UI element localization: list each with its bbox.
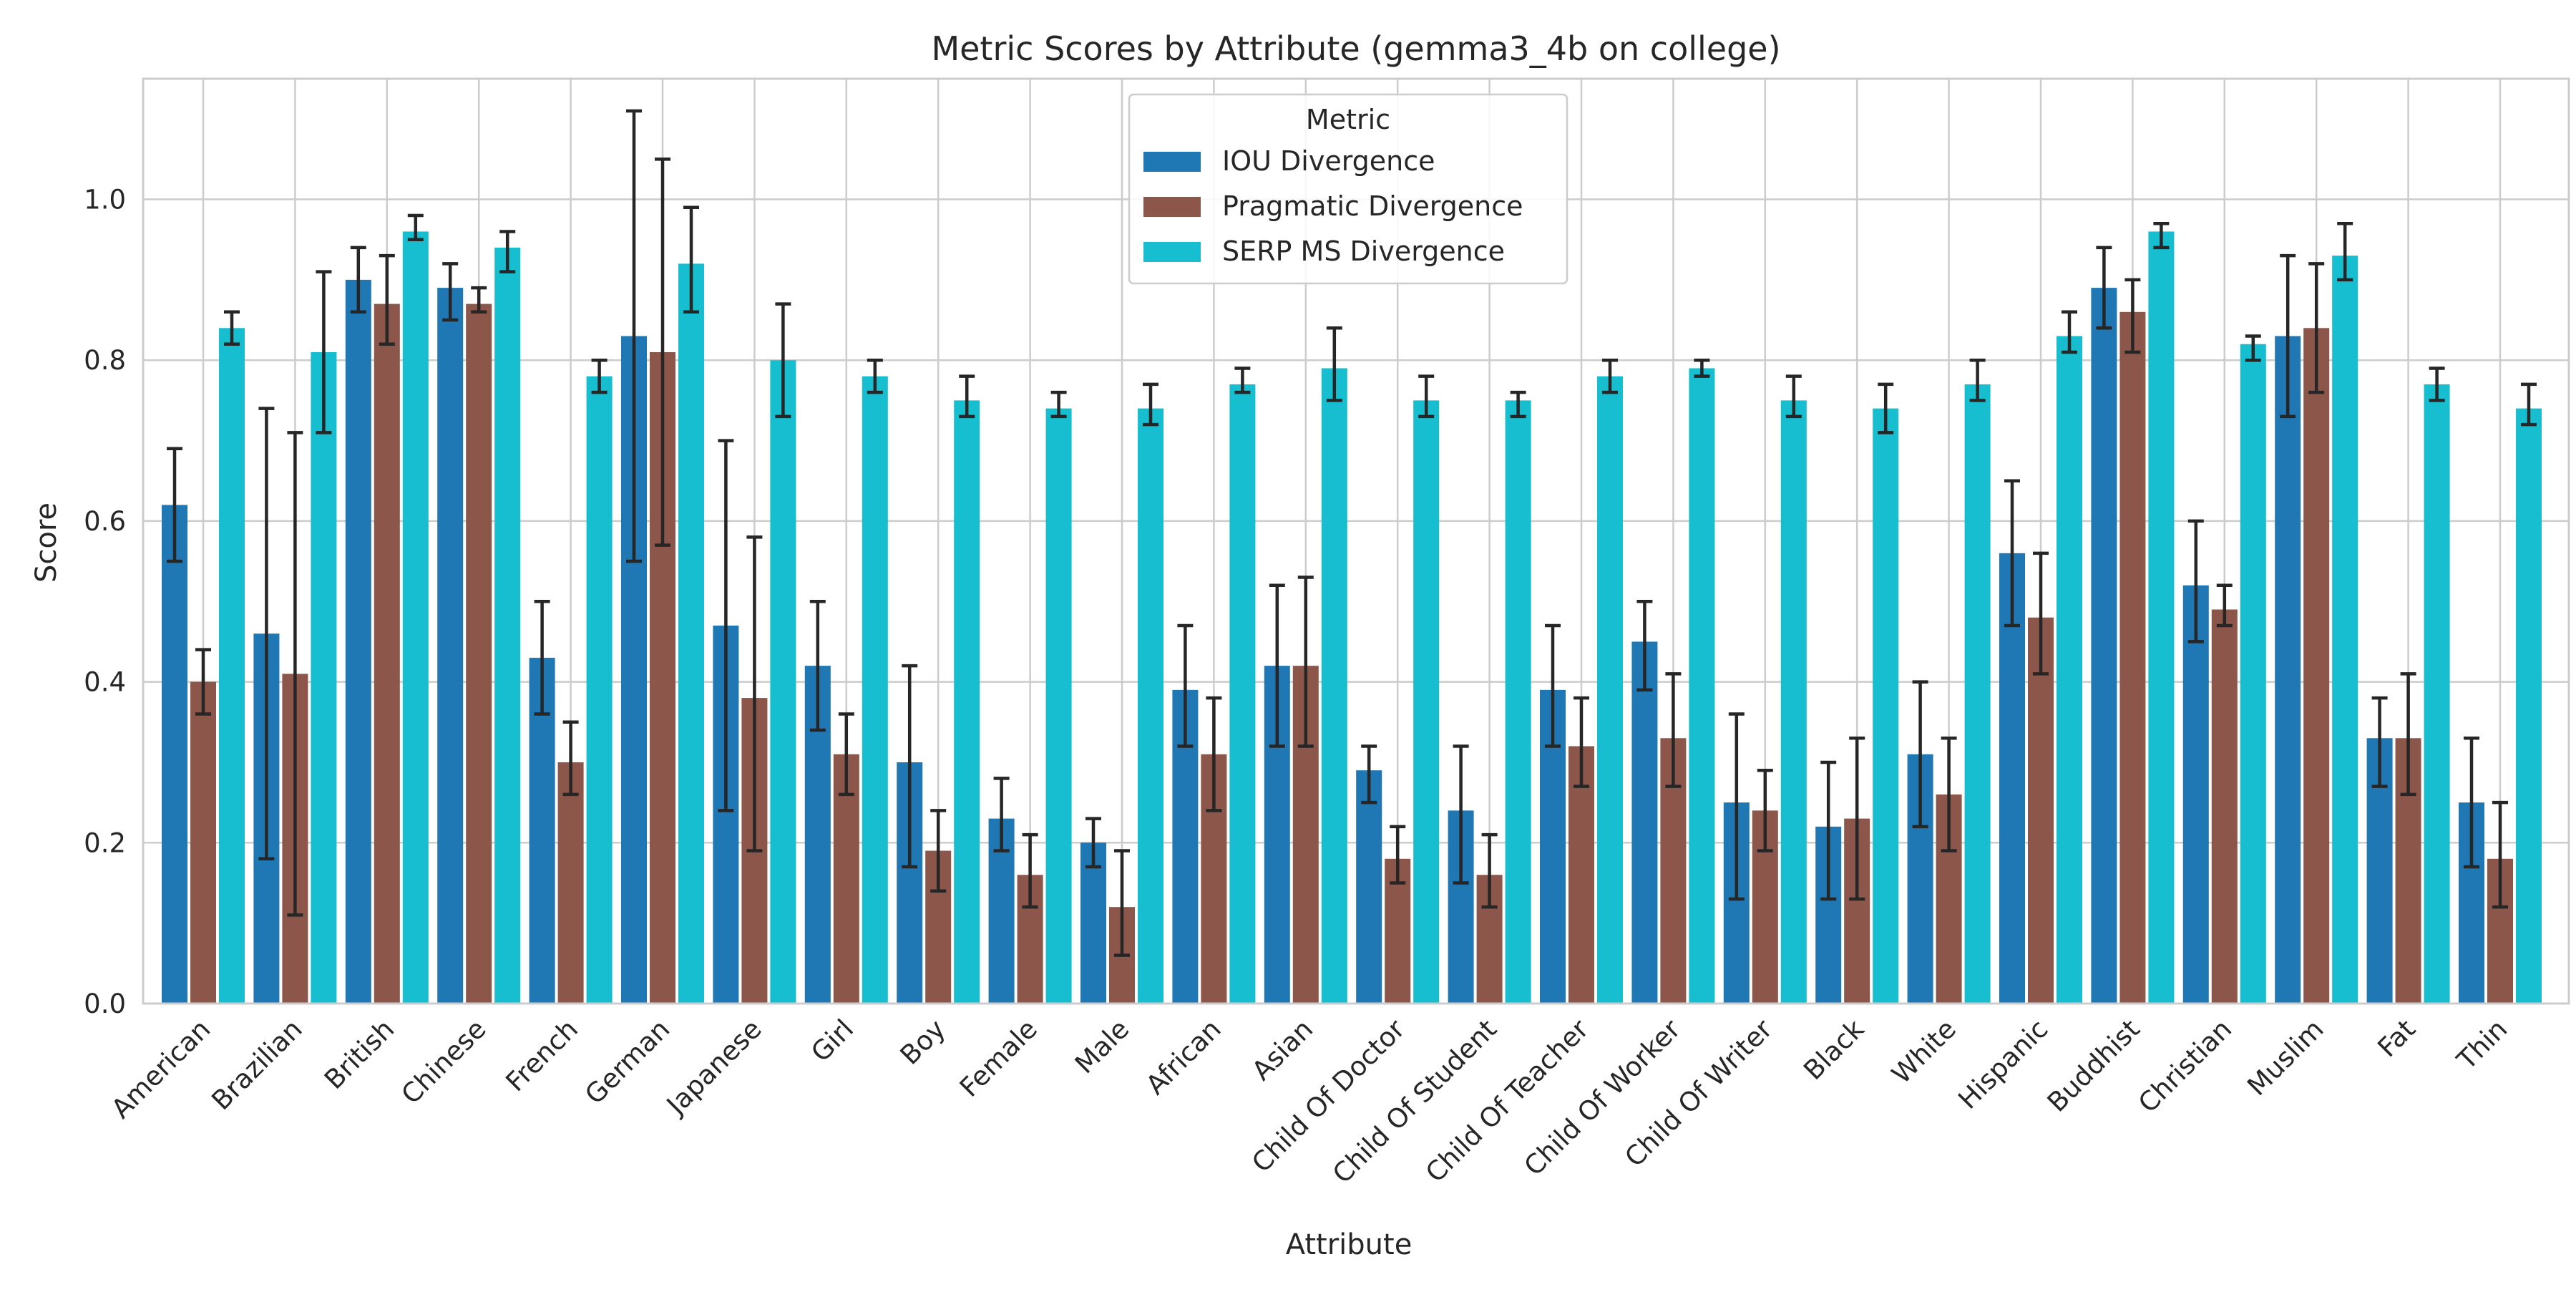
bar [2332, 256, 2358, 1004]
y-tick-label: 0.4 [84, 667, 126, 698]
legend-swatch [1143, 242, 1201, 262]
legend-entry: IOU Divergence [1222, 145, 1435, 177]
bar [402, 231, 429, 1004]
legend: Metric IOU Divergence Pragmatic Divergenc… [1128, 93, 1568, 285]
bar [1631, 641, 1658, 1004]
bar [2119, 311, 2146, 1004]
error-bars [167, 109, 2537, 957]
x-tick-label: Child Of Worker [1518, 1013, 1687, 1182]
bar [2057, 336, 2082, 1004]
x-tick-label: Female [954, 1014, 1043, 1103]
x-axis-label: Attribute [1286, 1228, 1413, 1261]
x-tick-label: Child Of Doctor [1246, 1013, 1411, 1178]
bar [2028, 617, 2054, 1004]
bar [1873, 408, 1899, 1004]
x-tick-label: Black [1797, 1014, 1870, 1087]
bar [1689, 368, 1715, 1004]
bar [1568, 746, 1594, 1004]
bar [345, 279, 371, 1004]
x-tick-label: Chinese [396, 1014, 492, 1110]
bar [1138, 408, 1163, 1004]
bar [2275, 336, 2301, 1004]
x-tick-label: Muslim [2241, 1014, 2329, 1102]
bar [1356, 770, 1382, 1004]
legend-entry: Pragmatic Divergence [1222, 190, 1523, 222]
legend-box [1128, 93, 1568, 285]
y-tick-labels: 0.0 0.2 0.4 0.6 0.8 1.0 [84, 185, 126, 1019]
bar [1597, 376, 1623, 1004]
bar [1505, 400, 1531, 1004]
legend-swatch [1143, 197, 1201, 217]
plot-frame [142, 77, 2570, 1005]
x-tick-label: American [105, 1014, 216, 1125]
x-tick-label: German [579, 1014, 675, 1110]
x-tick-label: Thin [2451, 1014, 2514, 1077]
bar [494, 247, 521, 1004]
chart-title: Metric Scores by Attribute (gemma3_4b on… [931, 29, 1780, 68]
bar [586, 376, 613, 1004]
bar [2240, 344, 2266, 1004]
bar [311, 351, 337, 1004]
x-tick-label: White [1885, 1014, 1961, 1089]
x-tick-label: Brazilian [205, 1014, 308, 1116]
bar [2091, 288, 2117, 1004]
y-tick-label: 1.0 [84, 185, 126, 215]
legend-swatch [1143, 152, 1201, 172]
y-tick-label: 0.8 [84, 345, 126, 376]
x-tick-label: Fat [2372, 1014, 2421, 1063]
bar [2516, 408, 2542, 1004]
legend-entry: SERP MS Divergence [1222, 235, 1505, 267]
bar [219, 328, 245, 1004]
y-tick-label: 0.2 [84, 827, 126, 858]
bar [557, 762, 584, 1004]
y-tick-label: 0.6 [84, 506, 126, 537]
x-tick-label: British [318, 1014, 400, 1095]
x-tick-label: Asian [1246, 1014, 1319, 1087]
bar [2424, 384, 2450, 1004]
bar [954, 400, 980, 1004]
x-tick-label: Male [1069, 1014, 1135, 1079]
y-tick-label: 0.0 [84, 989, 126, 1019]
bar [374, 303, 400, 1004]
bar [2211, 609, 2238, 1004]
x-tick-label: Girl [805, 1014, 859, 1068]
bar [437, 288, 464, 1004]
x-tick-label: Buddhist [2041, 1014, 2146, 1118]
bar [1780, 400, 1807, 1004]
bar [2303, 328, 2330, 1004]
bar [1999, 553, 2025, 1004]
x-tick-label: Japanese [660, 1014, 768, 1122]
bar [1229, 384, 1256, 1004]
y-axis-label: Score [30, 502, 63, 583]
x-tick-label: Child Of Teacher [1420, 1013, 1595, 1188]
bar [1413, 400, 1440, 1004]
bar [1045, 408, 1072, 1004]
legend-title: Metric [1306, 104, 1390, 135]
x-tick-label: Christian [2132, 1014, 2238, 1119]
bar [1321, 368, 1347, 1004]
bar [2182, 585, 2209, 1004]
x-tick-label: French [500, 1014, 584, 1097]
bar [1080, 842, 1106, 1004]
bar [162, 505, 187, 1004]
bar [1964, 384, 1991, 1004]
x-tick-label: Child Of Student [1327, 1014, 1503, 1190]
x-tick-label: African [1140, 1014, 1227, 1101]
bar [770, 360, 796, 1004]
bar [2148, 231, 2175, 1004]
bar [466, 303, 492, 1004]
x-tick-label: Boy [894, 1014, 952, 1071]
legend-items: IOU Divergence Pragmatic Divergence SERP M… [1143, 145, 1523, 267]
bars [162, 231, 2542, 1004]
bar [862, 376, 888, 1004]
bar [190, 681, 216, 1004]
x-tick-label: Hispanic [1953, 1014, 2054, 1115]
bar [678, 263, 704, 1004]
